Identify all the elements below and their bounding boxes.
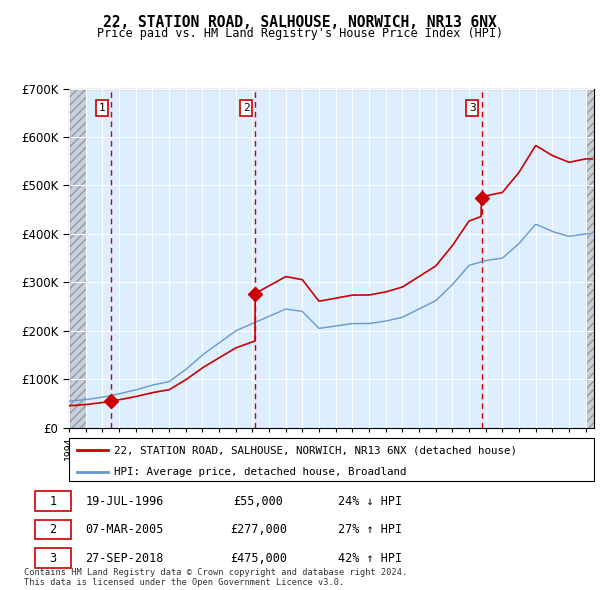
Text: HPI: Average price, detached house, Broadland: HPI: Average price, detached house, Broa… (113, 467, 406, 477)
Text: 2: 2 (242, 103, 250, 113)
Text: 3: 3 (469, 103, 476, 113)
Text: Price paid vs. HM Land Registry's House Price Index (HPI): Price paid vs. HM Land Registry's House … (97, 27, 503, 40)
Text: 19-JUL-1996: 19-JUL-1996 (85, 494, 164, 507)
FancyBboxPatch shape (35, 520, 71, 539)
Bar (69, 88, 86, 428)
Text: 27% ↑ HPI: 27% ↑ HPI (338, 523, 402, 536)
Text: 2: 2 (49, 523, 56, 536)
Text: £55,000: £55,000 (233, 494, 283, 507)
Bar (586, 88, 594, 428)
Text: £277,000: £277,000 (230, 523, 287, 536)
Text: 22, STATION ROAD, SALHOUSE, NORWICH, NR13 6NX (detached house): 22, STATION ROAD, SALHOUSE, NORWICH, NR1… (113, 445, 517, 455)
Text: 1: 1 (49, 494, 56, 507)
Text: 1: 1 (99, 103, 106, 113)
Text: £475,000: £475,000 (230, 552, 287, 565)
Text: 3: 3 (49, 552, 56, 565)
Text: Contains HM Land Registry data © Crown copyright and database right 2024.
This d: Contains HM Land Registry data © Crown c… (24, 568, 407, 587)
FancyBboxPatch shape (35, 548, 71, 568)
Text: 22, STATION ROAD, SALHOUSE, NORWICH, NR13 6NX: 22, STATION ROAD, SALHOUSE, NORWICH, NR1… (103, 15, 497, 30)
Text: 07-MAR-2005: 07-MAR-2005 (85, 523, 164, 536)
FancyBboxPatch shape (35, 491, 71, 511)
Text: 27-SEP-2018: 27-SEP-2018 (85, 552, 164, 565)
Text: 24% ↓ HPI: 24% ↓ HPI (338, 494, 402, 507)
Text: 42% ↑ HPI: 42% ↑ HPI (338, 552, 402, 565)
